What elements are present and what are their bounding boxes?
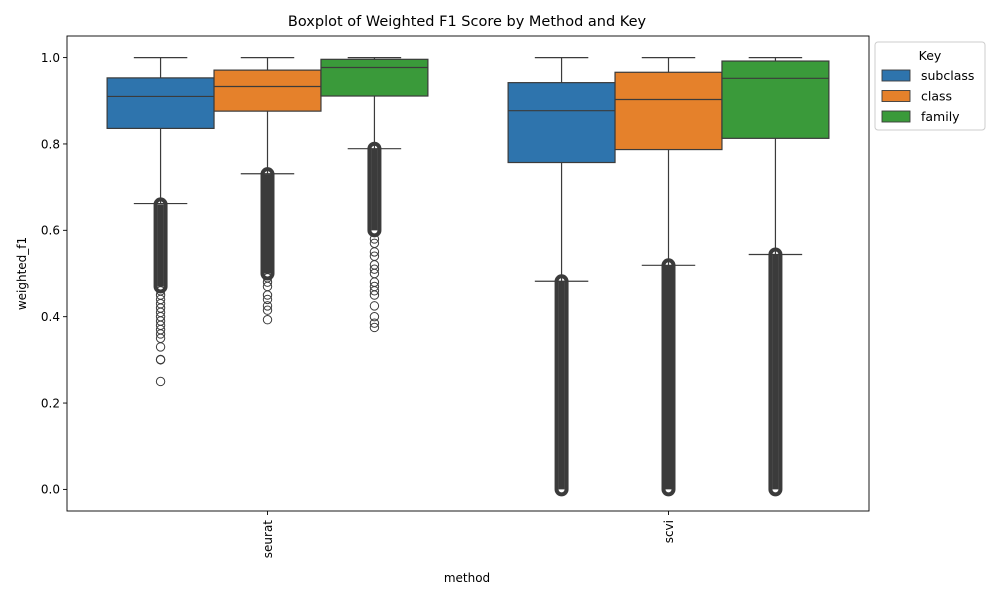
y-tick-label: 0.2	[41, 396, 60, 410]
outlier-point	[155, 354, 166, 365]
legend-label-family: family	[921, 109, 960, 124]
x-axis-title: method	[444, 571, 490, 585]
outlier-point	[369, 281, 380, 292]
y-axis: 0.0 0.2 0.4 0.6 0.8 1.0	[41, 51, 67, 497]
box-subclass-scvi	[507, 56, 616, 497]
outlier-band	[661, 258, 676, 497]
legend-title: Key	[919, 48, 942, 63]
box-iqr	[106, 77, 215, 130]
outlier-point	[262, 305, 273, 315]
x-tick-label: scvi	[662, 520, 676, 543]
outlier-point	[369, 264, 380, 274]
outlier-point	[155, 376, 166, 387]
legend-label-class: class	[921, 89, 952, 104]
box-class-scvi	[614, 56, 723, 497]
legend-label-subclass: subclass	[921, 68, 974, 83]
y-tick-label: 1.0	[41, 51, 60, 65]
outlier-point	[369, 311, 380, 322]
y-tick-label: 0.0	[41, 483, 60, 497]
y-tick-label: 0.4	[41, 310, 60, 324]
outlier-point	[262, 294, 273, 305]
box-iqr	[721, 60, 830, 139]
outlier-point	[369, 322, 380, 333]
outlier-point	[369, 234, 380, 244]
x-tick-label: seurat	[261, 520, 275, 559]
plot-frame	[66, 35, 870, 512]
box-iqr	[507, 82, 616, 164]
outlier-point	[155, 290, 166, 300]
outlier-point	[369, 318, 380, 328]
outlier-point	[369, 301, 380, 311]
outlier-point	[262, 301, 273, 311]
outlier-point	[369, 251, 380, 261]
legend-swatch-subclass	[881, 69, 911, 82]
chart-title: Boxplot of Weighted F1 Score by Method a…	[288, 14, 647, 30]
y-tick-label: 0.6	[41, 224, 60, 238]
outlier-band	[367, 141, 382, 238]
outlier-band	[260, 167, 275, 281]
box-subclass-seurat	[106, 56, 215, 387]
plot-area	[106, 56, 830, 497]
box-iqr	[614, 71, 723, 151]
outlier-band	[153, 197, 168, 294]
outlier-point	[155, 286, 166, 296]
outlier-band	[554, 274, 569, 497]
outlier-point	[262, 315, 273, 325]
legend-swatch-family	[881, 110, 911, 123]
x-axis: seurat scvi	[261, 511, 676, 558]
legend: Key subclass class family	[874, 41, 986, 131]
outlier-point	[262, 277, 273, 287]
box-family-scvi	[721, 56, 830, 497]
box-iqr	[213, 69, 322, 112]
box-iqr	[320, 58, 429, 97]
outlier-band	[768, 247, 783, 497]
outlier-point	[369, 238, 380, 248]
legend-swatch-class	[881, 90, 911, 102]
y-axis-title: weighted_f1	[15, 237, 29, 310]
box-family-seurat	[320, 56, 429, 333]
legend-frame	[874, 41, 986, 131]
outlier-point	[262, 273, 273, 283]
box-class-seurat	[213, 56, 322, 325]
y-tick-label: 0.8	[41, 137, 60, 151]
outlier-point	[155, 342, 166, 352]
